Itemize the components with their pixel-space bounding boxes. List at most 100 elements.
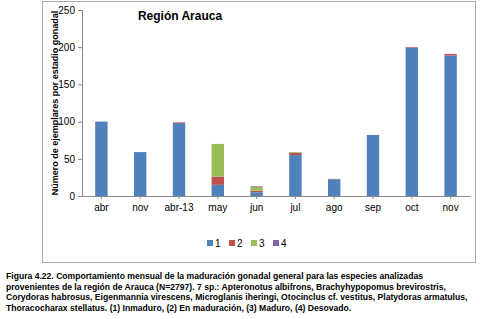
y-tick: 200 — [58, 42, 82, 53]
x-tick-mark — [295, 196, 296, 199]
caption-line: provenientes de la región de Arauca (N=2… — [6, 282, 446, 292]
bar — [367, 134, 379, 135]
title: Región Arauca — [138, 9, 223, 23]
bar — [328, 179, 340, 180]
x-tick-mark — [334, 196, 335, 199]
x-tick-mark — [373, 196, 374, 199]
x-tick: nov — [443, 196, 459, 213]
bar — [250, 192, 262, 196]
legend-label: 1 — [215, 238, 221, 249]
x-tick-label: oct — [405, 202, 419, 213]
y-tick-label: 50 — [64, 154, 76, 165]
x-tick-label: ago — [326, 202, 343, 213]
bar — [173, 122, 185, 123]
bar — [289, 152, 301, 153]
y-tick-mark — [78, 122, 82, 123]
legend: 123 4 — [207, 238, 287, 249]
caption-line: Thoracocharax stellatus. (1) Inmaduro, (… — [6, 303, 351, 313]
bar — [250, 186, 262, 188]
x-tick-label: may — [208, 202, 227, 213]
caption-text: provenientes de la región de Arauca (N=2… — [6, 282, 446, 292]
y-tick: 150 — [58, 79, 82, 90]
x-tick: jun — [249, 196, 263, 213]
x-tick: may — [208, 196, 227, 213]
bar — [134, 152, 146, 153]
bar — [406, 47, 418, 49]
x-tick-mark — [256, 196, 257, 199]
x-tick-label: nov — [443, 202, 459, 213]
caption: Figura 4.22. Comportamiento mensual de l… — [6, 271, 467, 313]
bar — [328, 180, 340, 196]
x-tick-mark — [101, 196, 102, 199]
bar — [367, 134, 379, 135]
bar — [444, 54, 456, 55]
bar — [134, 152, 146, 153]
bar — [95, 121, 107, 122]
caption-text: Corydoras habrosus, Eigenmannia virescen… — [6, 292, 467, 302]
legend-item: 2 — [229, 238, 243, 249]
bar — [173, 123, 185, 196]
caption-text: Comportamiento mensual de la maduración … — [54, 271, 423, 281]
x-tick: nov — [132, 196, 148, 213]
bar — [212, 143, 224, 144]
series-2 — [173, 47, 457, 192]
legend-item: 1 — [207, 238, 221, 249]
caption-line: Figura 4.22. Comportamiento mensual de l… — [6, 271, 423, 281]
x-tick-label: nov — [132, 202, 148, 213]
x-tick: sep — [365, 196, 382, 213]
legend-swatch — [273, 240, 279, 246]
series-3 — [212, 144, 302, 191]
bar — [134, 152, 146, 196]
legend-item: 3 — [251, 238, 265, 249]
y-tick: 50 — [64, 154, 82, 165]
x-tick-label: sep — [365, 202, 382, 213]
y-tick-mark — [78, 159, 82, 160]
bar — [406, 47, 418, 48]
series-4 — [250, 179, 340, 187]
bar — [250, 191, 262, 192]
legend-swatch — [207, 240, 213, 246]
bars — [95, 47, 457, 196]
x-tick: oct — [405, 196, 419, 213]
x-tick-label: abr-13 — [165, 202, 194, 213]
x-tick-label: jul — [289, 202, 300, 213]
x-tick-mark — [217, 196, 218, 199]
bar — [367, 134, 379, 135]
caption-text: Thoracocharax stellatus. (1) Inmaduro, (… — [6, 303, 351, 313]
y-tick-label: 100 — [58, 116, 75, 127]
bar — [173, 122, 185, 123]
y-tick-mark — [78, 84, 82, 85]
bar — [406, 48, 418, 196]
x-tick-label: jun — [249, 202, 263, 213]
bar — [444, 53, 456, 54]
y-tick: 100 — [58, 116, 82, 127]
series-1 — [95, 48, 457, 196]
bar — [406, 47, 418, 48]
chart: 050100150200250abrnovabr-13mayjunjulagos… — [0, 0, 480, 319]
x-tick: ago — [326, 196, 343, 213]
y-tick-mark — [78, 10, 82, 11]
bar — [212, 177, 224, 185]
bar — [444, 55, 456, 196]
legend-swatch — [229, 240, 235, 246]
legend-label: 4 — [281, 238, 287, 249]
x-tick: abr-13 — [165, 196, 194, 213]
bar — [95, 122, 107, 196]
legend-item: 4 — [273, 238, 287, 249]
bar — [212, 185, 224, 196]
bar — [212, 144, 224, 177]
y-axis-title: Número de ejemplares por estadio gonadal — [50, 11, 60, 196]
y-tick: 250 — [58, 5, 82, 16]
caption-line: Corydoras habrosus, Eigenmannia virescen… — [6, 292, 467, 302]
x-tick-mark — [179, 196, 180, 199]
x-tick-mark — [411, 196, 412, 199]
y-tick-label: 150 — [58, 79, 75, 90]
bar — [173, 122, 185, 124]
y-tick-mark — [78, 196, 82, 197]
bar — [289, 153, 301, 155]
bar — [328, 178, 340, 180]
y-tick-label: 250 — [58, 5, 75, 16]
bar — [328, 179, 340, 180]
x-tick: jul — [289, 196, 300, 213]
bar — [95, 121, 107, 122]
